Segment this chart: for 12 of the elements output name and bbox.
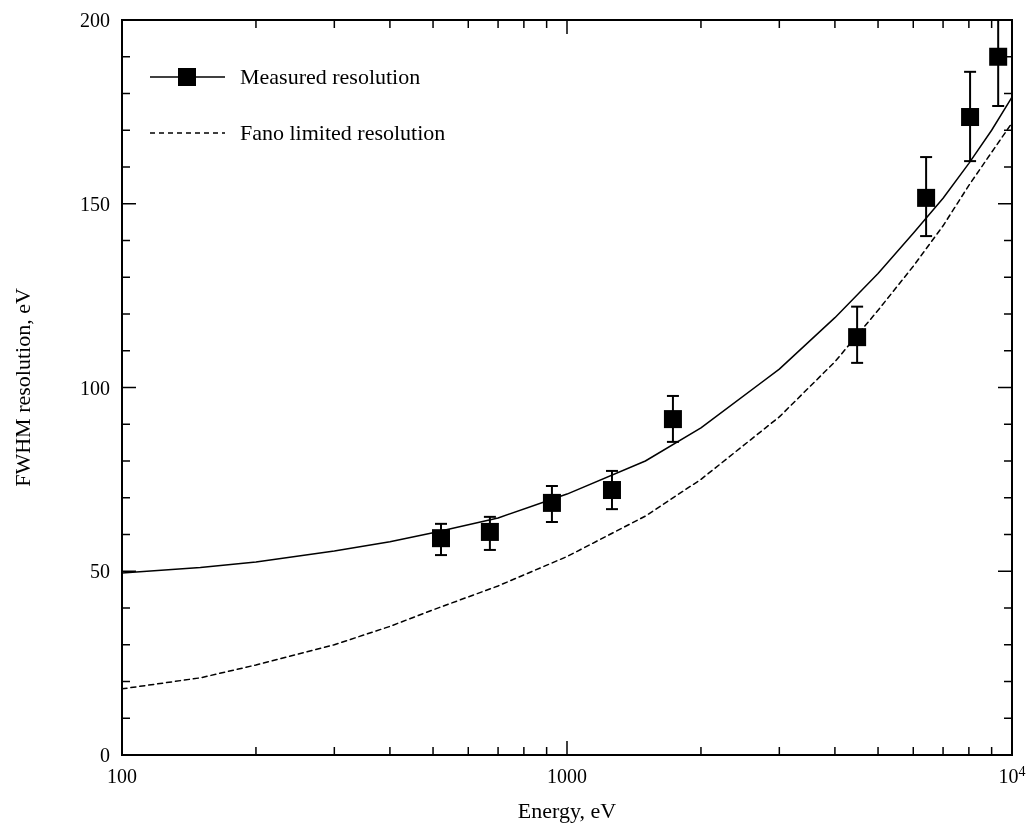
x-tick-label: 1000 bbox=[547, 765, 587, 787]
x-axis-title: Energy, eV bbox=[517, 798, 617, 823]
y-tick-label: 100 bbox=[80, 376, 110, 399]
legend-label: Fano limited resolution bbox=[240, 120, 446, 145]
x-tick-label: 100 bbox=[107, 765, 137, 787]
y-tick-label: 200 bbox=[80, 9, 110, 31]
y-tick-label: 0 bbox=[100, 744, 110, 766]
y-tick-label: 50 bbox=[90, 560, 110, 583]
x-tick-label: 10$^{4}$ bbox=[998, 763, 1026, 787]
y-tick-label: 150 bbox=[80, 192, 110, 215]
legend-label: Measured resolution bbox=[240, 64, 421, 89]
y-axis-title: FWHM resolution, eV bbox=[10, 288, 35, 487]
